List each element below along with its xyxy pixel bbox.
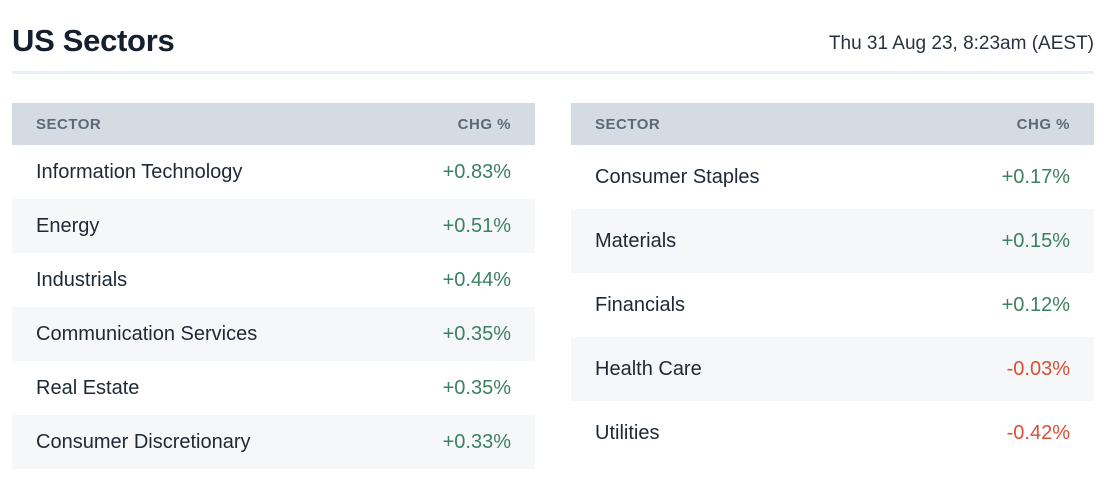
page-title: US Sectors (12, 22, 175, 58)
sector-name: Consumer Staples (595, 165, 760, 188)
chg-value: +0.51% (442, 214, 511, 237)
sector-name: Communication Services (36, 322, 258, 345)
table-row: Materials +0.15% (571, 209, 1094, 273)
header-divider (12, 71, 1094, 74)
table-header-row: SECTOR CHG % (12, 103, 535, 145)
sector-name: Energy (36, 214, 100, 237)
table-row: Consumer Staples +0.17% (571, 145, 1094, 209)
sector-table-right: SECTOR CHG % Consumer Staples +0.17% Mater… (571, 103, 1094, 469)
table-body: Consumer Staples +0.17% Materials +0.15% Fin… (571, 145, 1094, 465)
table-row: Utilities -0.42% (571, 401, 1094, 465)
table-row: Financials +0.12% (571, 273, 1094, 337)
chg-value: +0.44% (442, 268, 511, 291)
chg-value: -0.03% (1006, 357, 1070, 380)
table-row: Health Care -0.03% (571, 337, 1094, 401)
chg-value: +0.12% (1001, 293, 1070, 316)
sector-name: Materials (595, 229, 677, 252)
sector-name: Consumer Discretionary (36, 430, 251, 453)
chg-value: +0.33% (442, 430, 511, 453)
chg-value: -0.42% (1006, 421, 1070, 444)
chg-value: +0.15% (1001, 229, 1070, 252)
column-header-chg: CHG % (1016, 115, 1070, 133)
table-row: Industrials +0.44% (12, 253, 535, 307)
timestamp: Thu 31 Aug 23, 8:23am (AEST) (828, 33, 1094, 54)
column-header-sector: SECTOR (36, 115, 102, 133)
table-row: Communication Services +0.35% (12, 307, 535, 361)
header-bar: US Sectors Thu 31 Aug 23, 8:23am (AEST) (12, 0, 1094, 58)
table-row: Energy +0.51% (12, 199, 535, 253)
column-header-chg: CHG % (457, 115, 511, 133)
sector-name: Information Technology (36, 160, 243, 183)
column-header-sector: SECTOR (595, 115, 661, 133)
chg-value: +0.83% (442, 160, 511, 183)
table-row: Consumer Discretionary +0.33% (12, 415, 535, 469)
sector-name: Utilities (595, 421, 660, 444)
table-row: Information Technology +0.83% (12, 145, 535, 199)
chg-value: +0.35% (442, 376, 511, 399)
table-header-row: SECTOR CHG % (571, 103, 1094, 145)
chg-value: +0.17% (1001, 165, 1070, 188)
sector-name: Health Care (595, 357, 702, 380)
table-body: Information Technology +0.83% Energy +0.51%… (12, 145, 535, 469)
sector-name: Industrials (36, 268, 128, 291)
sector-tables: SECTOR CHG % Information Technology +0.83… (12, 103, 1094, 469)
table-row: Real Estate +0.35% (12, 361, 535, 415)
sector-name: Financials (595, 293, 686, 316)
chg-value: +0.35% (442, 322, 511, 345)
sector-table-left: SECTOR CHG % Information Technology +0.83… (12, 103, 535, 469)
sector-name: Real Estate (36, 376, 140, 399)
